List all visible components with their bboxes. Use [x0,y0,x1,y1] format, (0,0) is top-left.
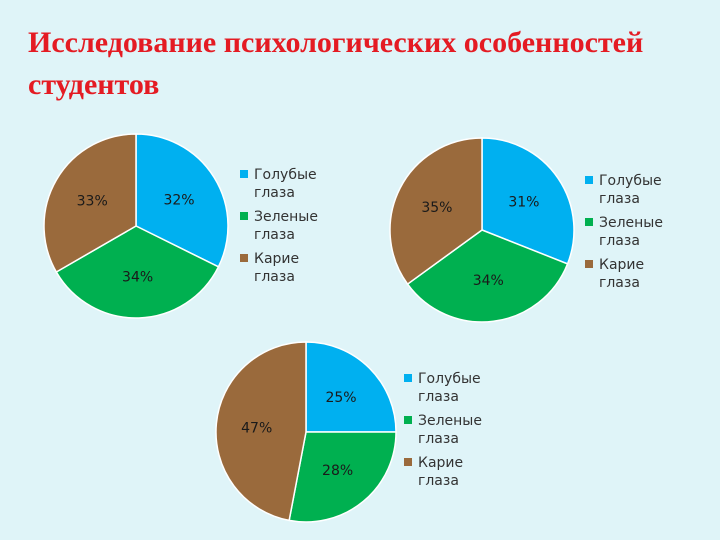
legend-label: Карие [418,455,464,471]
legend-swatch [240,254,248,262]
legend-label: Голубые [599,173,662,189]
legend-label: глаза [418,431,459,447]
legend-label: Зеленые [599,215,663,231]
slice-percent-label: 31% [508,195,539,211]
slice-percent-label: 47% [241,420,272,436]
pie-chart-3: 25% 28% 47% [215,341,397,523]
legend-label: Голубые [418,371,481,387]
blue-eyes-slice [481,137,575,265]
legend-item: Голубые глаза [404,370,514,406]
slice-percent-label: 25% [325,390,356,406]
pie-chart-2: 31% 34% 35% [389,137,575,323]
legend-label: Зеленые [418,413,482,429]
legend-label: глаза [599,191,640,207]
legend-label: Карие [599,257,645,273]
legend-item: Зеленые глаза [240,208,350,244]
legend-item: Голубые глаза [585,172,695,208]
legend-label: глаза [254,185,295,201]
legend-item: Карие глаза [585,256,695,292]
slide-title: Исследование психологических особенносте… [28,26,644,101]
legend-item: Зеленые глаза [404,412,514,448]
pie-chart-1: 32% 34% 33% [43,133,229,319]
legend-label: Голубые [254,167,317,183]
slice-percent-label: 34% [122,270,153,286]
green-eyes-slice [288,431,397,523]
legend-item: Карие глаза [404,454,514,490]
legend-label: Карие [254,251,300,267]
legend-swatch [240,170,248,178]
legend-label: глаза [254,269,295,285]
slice-percent-label: 33% [77,194,108,210]
legend-item: Зеленые глаза [585,214,695,250]
green-eyes-slice [406,229,569,323]
legend-swatch [404,416,412,424]
slice-percent-label: 35% [421,200,452,216]
legend-swatch [585,176,593,184]
legend-swatch [585,218,593,226]
legend-chart-3: Голубые глаза Зеленые глаза Карие глаза [404,370,514,496]
legend-label: Зеленые [254,209,318,225]
legend-swatch [404,374,412,382]
legend-swatch [404,458,412,466]
legend-chart-2: Голубые глаза Зеленые глаза Карие глаза [585,172,695,298]
legend-label: глаза [418,389,459,405]
brown-eyes-slice [43,133,137,274]
legend-label: глаза [418,473,459,489]
legend-swatch [240,212,248,220]
slice-percent-label: 32% [163,192,194,208]
slice-percent-label: 28% [322,463,353,479]
slice-percent-label: 34% [473,273,504,289]
legend-label: глаза [254,227,295,243]
brown-eyes-slice [389,137,483,286]
blue-eyes-slice [305,341,397,433]
blue-eyes-slice [135,133,229,268]
legend-label: глаза [599,233,640,249]
legend-chart-1: Голубые глаза Зеленые глаза Карие глаза [240,166,350,292]
legend-label: глаза [599,275,640,291]
legend-item: Карие глаза [240,250,350,286]
legend-item: Голубые глаза [240,166,350,202]
legend-swatch [585,260,593,268]
brown-eyes-slice [215,341,307,522]
